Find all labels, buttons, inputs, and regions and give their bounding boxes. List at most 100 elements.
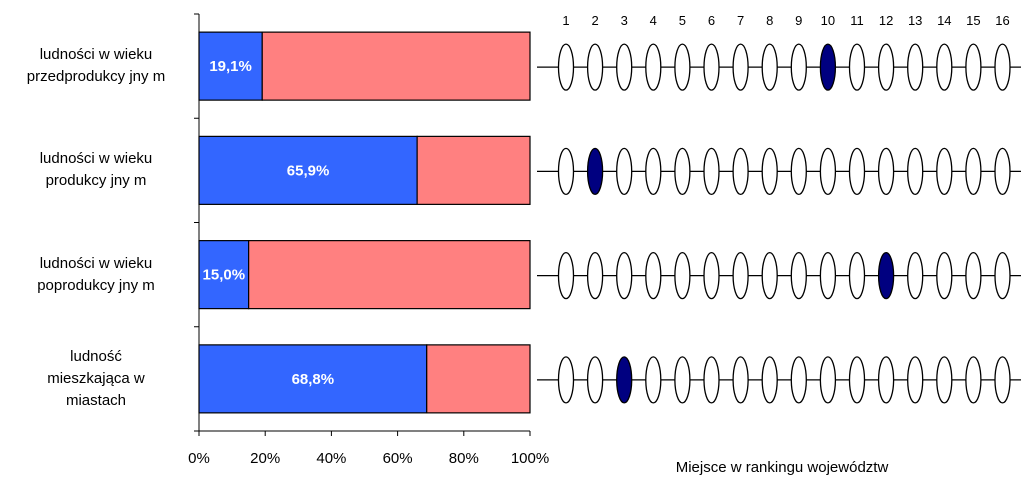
- category-label-line: mieszkająca w: [47, 369, 145, 387]
- rank-marker: [790, 251, 807, 300]
- rank-marker: [877, 43, 895, 91]
- x-tick-label: 40%: [316, 450, 346, 467]
- rank-marker: [994, 43, 1011, 91]
- rank-position-label: 12: [879, 13, 893, 28]
- x-tick-label: 80%: [449, 450, 479, 467]
- bar-segment-remainder: [248, 240, 531, 310]
- category-label-line: ludności w wieku: [39, 46, 153, 64]
- bar-segment-share: [198, 240, 250, 310]
- rank-marker: [674, 43, 691, 91]
- bar-segment-remainder: [416, 135, 531, 205]
- rank-marker: [907, 43, 924, 91]
- rank-marker: [586, 251, 604, 300]
- rank-marker: [994, 251, 1011, 300]
- rank-marker: [586, 356, 604, 404]
- rank-marker: [877, 147, 895, 196]
- rank-marker-selected: [819, 43, 837, 91]
- rank-marker: [674, 251, 691, 300]
- category-label: ludności w wieku przedprodukcy jny m: [0, 44, 192, 88]
- rank-marker-selected: [586, 147, 604, 196]
- x-tick-label: 100%: [511, 450, 549, 467]
- rank-marker: [703, 251, 720, 300]
- category-label-line: ludności w wieku: [39, 150, 153, 168]
- rank-marker: [848, 43, 866, 91]
- rank-marker: [586, 43, 604, 91]
- category-label-line: ludność: [70, 347, 122, 365]
- rank-marker: [616, 43, 633, 91]
- category-label-line: produkcy jny m: [45, 172, 147, 190]
- rank-marker: [907, 251, 924, 300]
- rank-marker: [557, 356, 575, 404]
- rank-marker: [761, 147, 778, 196]
- category-label-line: miastach: [65, 391, 127, 409]
- rank-marker: [761, 43, 778, 91]
- rank-marker: [703, 356, 720, 404]
- rank-marker: [936, 147, 953, 196]
- bar-data-label: 68,8%: [292, 371, 335, 388]
- rank-marker: [557, 147, 575, 196]
- rank-position-label: 2: [591, 13, 598, 28]
- rank-position-label: 6: [708, 13, 715, 28]
- x-tick-label: 60%: [383, 450, 413, 467]
- rank-position-label: 3: [621, 13, 628, 28]
- rank-marker: [848, 147, 866, 196]
- bar-segment-share: [198, 31, 263, 101]
- x-tick-label: 20%: [250, 450, 280, 467]
- rank-position-label: 1: [562, 13, 569, 28]
- rank-position-label: 7: [737, 13, 744, 28]
- rank-marker: [907, 356, 924, 404]
- rank-marker: [645, 251, 662, 300]
- rank-marker: [703, 43, 720, 91]
- rank-marker: [936, 356, 953, 404]
- rank-position-label: 8: [766, 13, 773, 28]
- rank-marker: [645, 356, 662, 404]
- rank-marker: [819, 356, 837, 404]
- rank-position-label: 14: [937, 13, 951, 28]
- rank-marker: [732, 147, 749, 196]
- rank-position-label: 13: [908, 13, 922, 28]
- rank-marker: [616, 251, 633, 300]
- bar-data-label: 65,9%: [287, 162, 330, 179]
- category-label-line: przedprodukcy jny m: [26, 68, 166, 86]
- rank-marker: [645, 43, 662, 91]
- category-label-line: ludności w wieku: [39, 254, 153, 272]
- rank-marker: [965, 356, 982, 404]
- rank-marker: [790, 356, 807, 404]
- rank-marker: [761, 356, 778, 404]
- rank-marker: [703, 147, 720, 196]
- rank-marker: [936, 43, 953, 91]
- rank-marker: [907, 147, 924, 196]
- rank-marker: [557, 251, 575, 300]
- rank-marker: [790, 43, 807, 91]
- rank-marker: [761, 251, 778, 300]
- rank-marker: [965, 147, 982, 196]
- bar-data-label: 19,1%: [209, 58, 252, 75]
- rank-position-label: 15: [966, 13, 980, 28]
- rank-position-label: 16: [995, 13, 1009, 28]
- bar-segment-share: [198, 344, 428, 414]
- rank-marker-selected: [616, 356, 633, 404]
- rank-position-label: 10: [821, 13, 835, 28]
- rank-marker: [819, 251, 837, 300]
- rank-marker: [819, 147, 837, 196]
- rank-marker: [994, 356, 1011, 404]
- rank-marker: [965, 251, 982, 300]
- rank-marker: [848, 356, 866, 404]
- rank-marker: [732, 43, 749, 91]
- rank-marker: [645, 147, 662, 196]
- rank-position-label: 5: [679, 13, 686, 28]
- bar-segment-remainder: [426, 344, 531, 414]
- rank-marker-selected: [877, 251, 895, 300]
- bar-data-label: 15,0%: [203, 267, 246, 284]
- rank-marker: [994, 147, 1011, 196]
- category-label-line: poprodukcy jny m: [37, 276, 155, 294]
- rank-marker: [965, 43, 982, 91]
- rank-position-label: 11: [850, 13, 864, 28]
- rank-marker: [732, 356, 749, 404]
- rank-marker: [732, 251, 749, 300]
- rank-marker: [790, 147, 807, 196]
- rank-axis-title: Miejsce w rankingu województw: [676, 459, 889, 476]
- rank-marker: [877, 356, 895, 404]
- bar-segment-remainder: [261, 31, 531, 101]
